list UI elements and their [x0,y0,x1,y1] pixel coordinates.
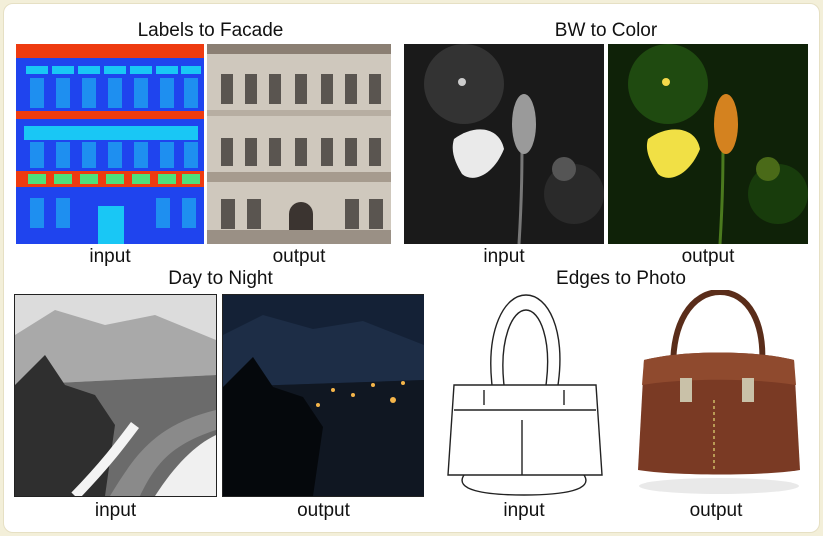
facade-input-caption: input [89,246,131,267]
edges-title: Edges to Photo [556,268,686,289]
edges-output-caption: output [689,500,743,521]
edges-input-caption: input [503,500,545,521]
facade-output-image [207,44,391,244]
edges-input-image [424,290,624,500]
bw-input-caption: input [483,246,525,267]
edges-output-image [624,290,808,500]
bw-title: BW to Color [554,20,658,41]
night-output-image [222,294,425,497]
night-title: Day to Night [168,268,273,289]
night-input-caption: input [94,500,137,521]
night-output-caption: output [297,500,350,521]
facade-output-caption: output [272,246,326,267]
bw-input-image [404,44,604,244]
facade-input-image [16,44,204,244]
night-input-image [14,294,217,497]
bw-output-caption: output [681,246,735,267]
bw-output-image [608,44,808,244]
facade-title: Labels to Facade [137,20,284,41]
